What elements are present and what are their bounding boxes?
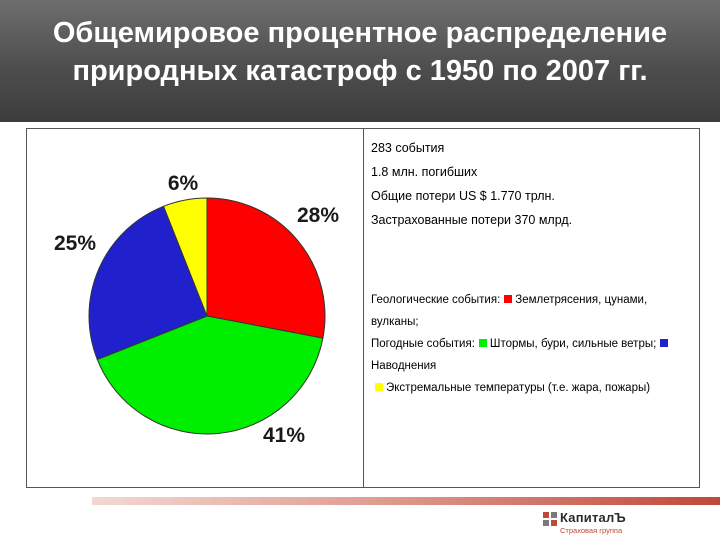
legend-swatch-extreme xyxy=(375,383,383,391)
page-title-line-1: Общемировое процентное распределение xyxy=(52,17,668,49)
legend-geo-item: Землетрясения, цунами, вулканы; xyxy=(371,294,648,328)
stat-total-losses: Общие потери US $ 1.770 трлн. xyxy=(371,189,555,203)
legend-weather-item-floods: Наводнения xyxy=(371,360,437,372)
legend-geo-label: Геологические события: xyxy=(371,294,501,306)
legend-weather: Погодные события: Штормы, бури, сильные в… xyxy=(371,333,693,377)
title-banner: Общемировое процентное распределение при… xyxy=(0,0,720,122)
legend: Геологические события: Землетрясения, цун… xyxy=(371,289,693,399)
legend-swatch-floods xyxy=(660,339,669,347)
stats-panel: 283 события 1.8 млн. погибших Общие поте… xyxy=(371,136,693,232)
page-title-line-2: природных катастроф с 1950 по 2007 гг. xyxy=(72,55,648,87)
legend-geo: Геологические события: Землетрясения, цун… xyxy=(371,289,693,333)
pie-slice-3 xyxy=(88,205,208,361)
legend-weather-item-storms: Штормы, бури, сильные ветры; xyxy=(489,338,657,350)
stat-insured-losses: Застрахованные потери 370 млрд. xyxy=(371,213,573,227)
pie-label-2: 41% xyxy=(263,424,305,447)
page-title: Общемировое процентное распределение при… xyxy=(0,14,720,90)
pie-slice-1 xyxy=(206,197,326,339)
legend-swatch-storms xyxy=(478,339,487,347)
legend-swatch-geo xyxy=(504,295,513,303)
stat-deaths: 1.8 млн. погибших xyxy=(371,165,478,179)
pie-label-1: 28% xyxy=(297,204,339,227)
company-logo: КапиталЪ Страховая группа xyxy=(543,510,703,538)
logo-mark-icon xyxy=(543,512,557,526)
stat-events: 283 события xyxy=(371,141,445,155)
pie-label-4: 6% xyxy=(168,172,199,195)
footer-bar xyxy=(92,497,720,505)
pie-slice-4 xyxy=(162,197,208,317)
logo-subtitle: Страховая группа xyxy=(560,526,623,535)
frame-divider xyxy=(363,128,364,488)
pie-label-3: 25% xyxy=(54,232,96,255)
legend-extreme: Экстремальные температуры (т.е. жара, по… xyxy=(371,377,693,399)
legend-extreme-item: Экстремальные температуры (т.е. жара, по… xyxy=(386,382,651,394)
pie-slice-2 xyxy=(96,315,324,435)
legend-weather-label: Погодные события: xyxy=(371,338,475,350)
pie-chart: 28% 41% 25% 6% xyxy=(54,172,339,447)
logo-brand: КапиталЪ xyxy=(560,510,626,525)
